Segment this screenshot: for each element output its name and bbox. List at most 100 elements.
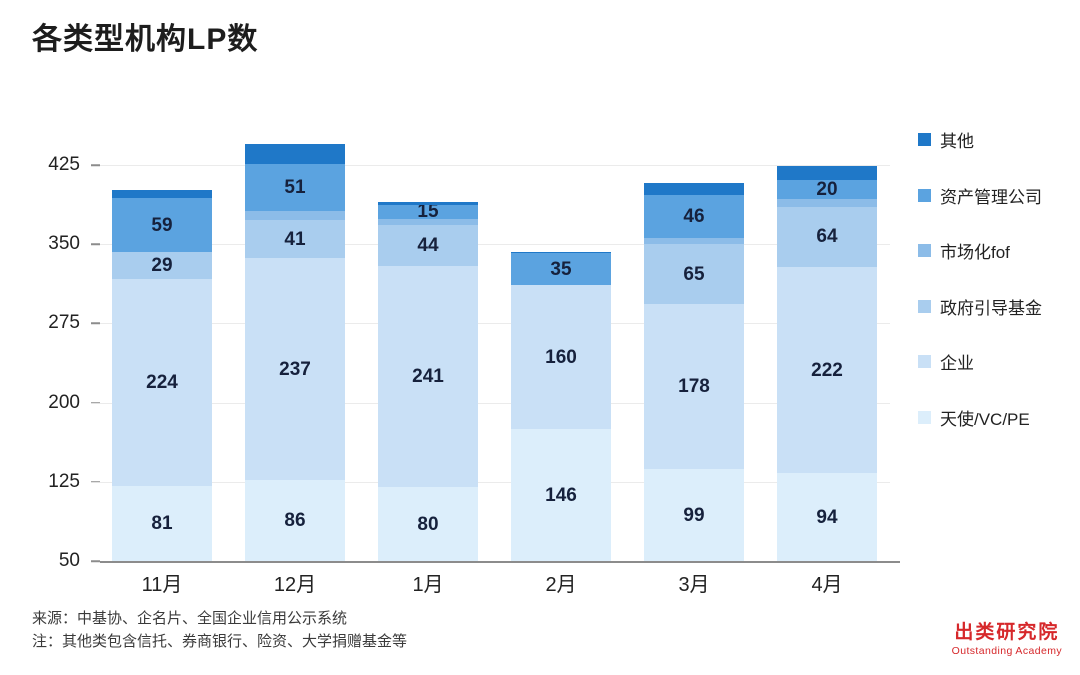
y-axis-tick-mark <box>91 481 100 483</box>
bar-column[interactable]: 46 65 178 99 <box>644 183 744 561</box>
legend-color-swatch <box>918 188 931 202</box>
bar-segment[interactable]: 59 <box>112 197 212 253</box>
bar-column[interactable]: 51 41 237 86 <box>245 144 345 561</box>
bar-segment[interactable]: 65 <box>644 244 744 305</box>
y-axis-tick-mark <box>91 243 100 246</box>
bar-segment[interactable] <box>245 144 345 164</box>
source-line: 来源：中基协、企名片、全国企业信用公示系统 <box>32 609 348 627</box>
bar-segment[interactable] <box>378 218 478 226</box>
bar-segment[interactable]: 146 <box>511 429 611 561</box>
bar-segment[interactable] <box>777 198 877 208</box>
chart-plot-area: 59 29 224 81 51 41 237 86 15 44 241 80 35 160 146 46 65 1… <box>100 125 890 561</box>
legend-item[interactable]: 天使/VC/PE <box>918 390 1078 446</box>
bar-value-label: 29 <box>151 255 173 277</box>
gridline <box>100 402 890 404</box>
brand-name-cn: 出类研究院 <box>954 622 1060 644</box>
legend-item[interactable]: 市场化fof <box>918 223 1078 279</box>
y-axis-tick-label: 350 <box>48 233 80 255</box>
x-axis-baseline <box>100 561 900 563</box>
legend-item-label: 资产管理公司 <box>940 187 1042 207</box>
bar-segment[interactable]: 237 <box>245 258 345 481</box>
y-axis-tick-label: 125 <box>48 470 80 492</box>
legend-item-label: 天使/VC/PE <box>940 409 1030 429</box>
bar-segment[interactable]: 99 <box>644 469 744 561</box>
brand-logo: 出类研究院 Outstanding Academy <box>952 622 1062 657</box>
bar-value-label: 35 <box>550 258 572 280</box>
legend-color-swatch <box>918 410 931 424</box>
bar-segment[interactable]: 80 <box>378 487 478 561</box>
footer-notes: 来源：中基协、企名片、全国企业信用公示系统 注：其他类包含信托、券商银行、险资、… <box>32 607 407 654</box>
y-axis-tick-mark <box>91 560 100 562</box>
bar-segment[interactable]: 15 <box>378 204 478 219</box>
bar-segment[interactable]: 64 <box>777 207 877 267</box>
chart-legend: 其他资产管理公司 市场化fof 政府引导基金 企业天使/VC/PE <box>918 112 1078 445</box>
legend-color-swatch <box>918 244 931 258</box>
bar-segment[interactable] <box>245 211 345 220</box>
bar-value-label: 81 <box>151 513 173 535</box>
bar-value-label: 15 <box>417 204 439 219</box>
y-axis-tick-mark <box>91 401 100 404</box>
y-axis-tick-label: 50 <box>58 550 80 571</box>
bar-segment[interactable]: 160 <box>511 285 611 430</box>
legend-item[interactable]: 资产管理公司 <box>918 168 1078 224</box>
bar-segment[interactable]: 44 <box>378 225 478 266</box>
gridline <box>100 165 890 167</box>
bar-value-label: 222 <box>811 359 843 381</box>
bar-column[interactable]: 35 160 146 <box>511 251 611 561</box>
y-axis-tick-label: 200 <box>48 391 80 413</box>
bar-segment[interactable]: 241 <box>378 265 478 488</box>
legend-color-swatch <box>918 133 931 147</box>
bar-value-label: 20 <box>816 180 838 199</box>
bar-value-label: 51 <box>284 177 306 199</box>
bar-segment[interactable] <box>644 237 744 245</box>
legend-item[interactable]: 企业 <box>918 334 1078 390</box>
legend-color-swatch <box>918 299 931 313</box>
legend-item-label: 政府引导基金 <box>940 298 1042 318</box>
gridline <box>100 323 890 325</box>
bar-column[interactable]: 59 29 224 81 <box>112 190 212 561</box>
legend-item[interactable]: 其他 <box>918 112 1078 168</box>
bar-value-label: 46 <box>683 205 705 227</box>
bar-segment[interactable] <box>511 251 611 254</box>
bar-segment[interactable]: 51 <box>245 163 345 212</box>
legend-item[interactable]: 政府引导基金 <box>918 279 1078 335</box>
bar-column[interactable]: 20 64 222 94 <box>777 166 877 561</box>
bar-segment[interactable]: 178 <box>644 304 744 470</box>
legend-item-label: 其他 <box>940 132 974 152</box>
bar-value-label: 99 <box>683 504 705 526</box>
x-axis-tick-label: 11月 <box>141 574 183 596</box>
bar-segment[interactable]: 20 <box>777 180 877 199</box>
x-axis-tick-label: 4月 <box>811 574 843 596</box>
bar-segment[interactable]: 35 <box>511 253 611 286</box>
bar-segment[interactable]: 41 <box>245 219 345 259</box>
bar-segment[interactable]: 86 <box>245 480 345 561</box>
bar-segment[interactable]: 29 <box>112 252 212 280</box>
bar-value-label: 44 <box>417 234 439 256</box>
bar-value-label: 224 <box>146 372 178 394</box>
x-axis-tick-label: 3月 <box>678 574 710 596</box>
bar-segment[interactable] <box>777 166 877 181</box>
bar-segment[interactable]: 224 <box>112 279 212 487</box>
legend-item-label: 市场化fof <box>940 243 1010 263</box>
bar-value-label: 80 <box>417 513 439 535</box>
gridline <box>100 244 890 246</box>
bar-segment[interactable] <box>112 190 212 198</box>
y-axis-tick-mark <box>91 322 100 325</box>
legend-color-swatch <box>918 355 931 369</box>
gridline <box>100 481 890 483</box>
bar-value-label: 178 <box>678 376 710 398</box>
bar-value-label: 160 <box>545 346 577 368</box>
bar-segment[interactable] <box>644 183 744 196</box>
bar-segment[interactable]: 81 <box>112 486 212 561</box>
bar-value-label: 41 <box>284 228 306 250</box>
bar-segment[interactable]: 46 <box>644 195 744 238</box>
note-line: 注：其他类包含信托、券商银行、险资、大学捐赠基金等 <box>32 632 408 650</box>
bar-value-label: 94 <box>816 506 838 528</box>
y-axis-tick-mark <box>91 164 100 166</box>
legend-item-label: 企业 <box>940 354 974 374</box>
bar-segment[interactable] <box>378 202 478 205</box>
bar-value-label: 241 <box>412 365 444 387</box>
bar-column[interactable]: 15 44 241 80 <box>378 202 478 561</box>
bar-segment[interactable]: 94 <box>777 473 877 561</box>
bar-segment[interactable]: 222 <box>777 266 877 474</box>
